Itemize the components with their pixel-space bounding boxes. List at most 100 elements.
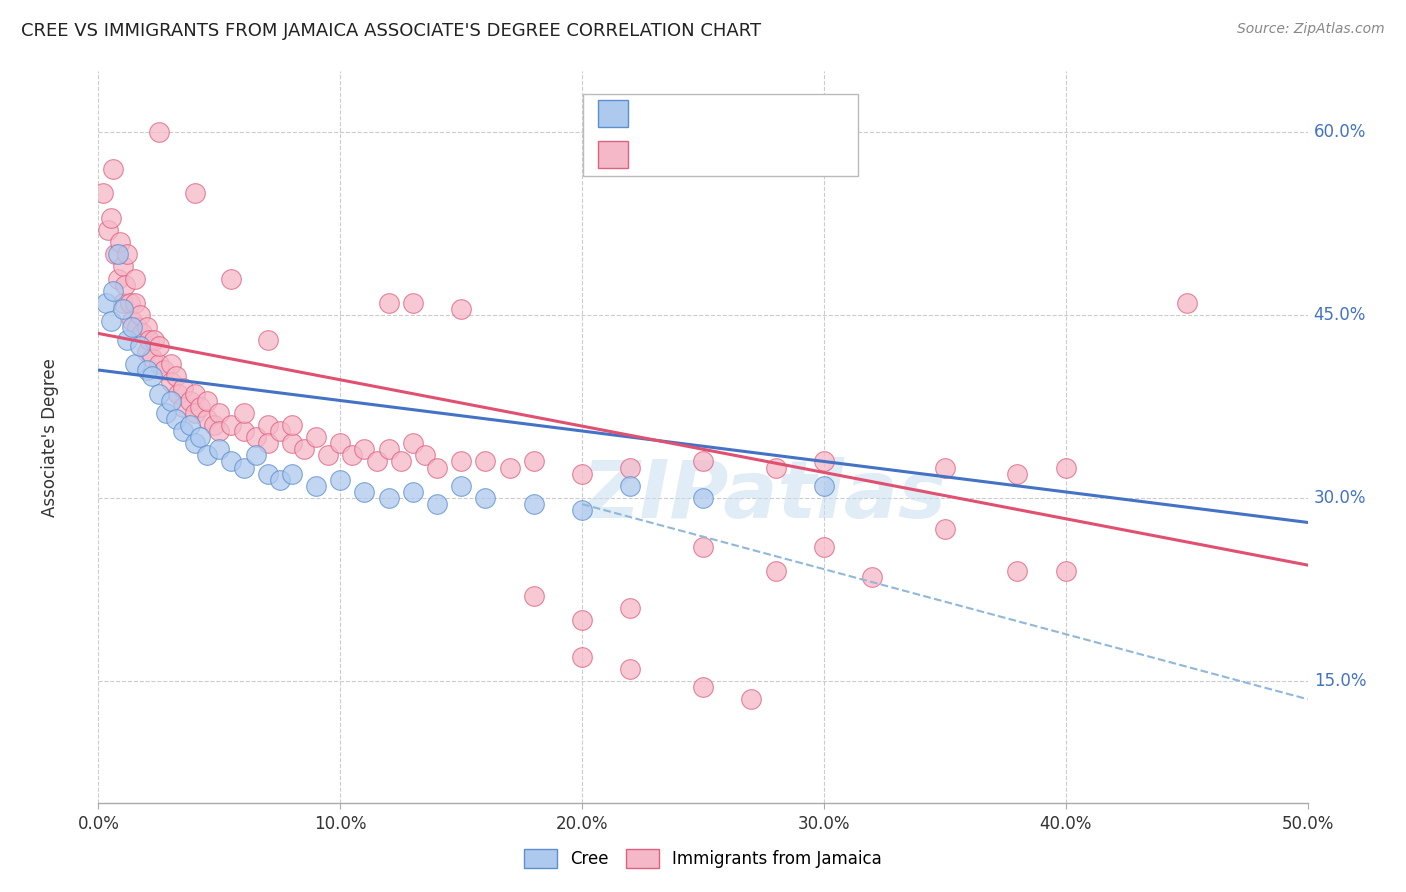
Point xyxy=(108,235,131,249)
Point xyxy=(353,485,375,500)
Point xyxy=(184,406,207,420)
Text: CREE VS IMMIGRANTS FROM JAMAICA ASSOCIATE'S DEGREE CORRELATION CHART: CREE VS IMMIGRANTS FROM JAMAICA ASSOCIAT… xyxy=(21,22,761,40)
Point xyxy=(111,260,134,274)
Point xyxy=(281,467,304,481)
Text: Source: ZipAtlas.com: Source: ZipAtlas.com xyxy=(1237,22,1385,37)
Point xyxy=(117,247,139,261)
Point xyxy=(426,460,449,475)
Point xyxy=(934,521,956,535)
Point xyxy=(1007,564,1029,578)
Point xyxy=(860,570,883,584)
Point xyxy=(232,460,254,475)
Point xyxy=(124,271,146,285)
Point xyxy=(148,387,170,401)
Point xyxy=(141,351,163,365)
Point xyxy=(692,454,714,468)
Point xyxy=(160,375,183,389)
Point xyxy=(281,417,304,432)
Point xyxy=(111,296,134,310)
Text: 45.0%: 45.0% xyxy=(1313,306,1367,324)
Point xyxy=(107,247,129,261)
Point xyxy=(101,284,124,298)
Point xyxy=(813,479,835,493)
Point xyxy=(765,460,787,475)
Point xyxy=(188,430,211,444)
Point xyxy=(1007,467,1029,481)
Point xyxy=(426,497,449,511)
Point xyxy=(152,363,174,377)
Point xyxy=(329,473,352,487)
Point xyxy=(195,393,218,408)
Point xyxy=(1175,296,1198,310)
Point xyxy=(571,613,593,627)
Point xyxy=(135,363,157,377)
Point xyxy=(1054,460,1077,475)
Point xyxy=(138,333,160,347)
Point xyxy=(148,357,170,371)
Point xyxy=(305,430,328,444)
Point xyxy=(179,417,201,432)
Point xyxy=(232,424,254,438)
Point xyxy=(256,436,278,450)
Point xyxy=(523,454,546,468)
Point xyxy=(571,503,593,517)
Point xyxy=(172,381,194,395)
Point xyxy=(269,424,291,438)
Point xyxy=(692,540,714,554)
Point xyxy=(97,223,120,237)
Text: 15.0%: 15.0% xyxy=(1313,672,1367,690)
Point xyxy=(256,417,278,432)
Point xyxy=(269,473,291,487)
Point xyxy=(91,186,114,201)
Point xyxy=(474,491,496,505)
Text: 60.0%: 60.0% xyxy=(1313,123,1367,141)
Point xyxy=(167,387,190,401)
Point xyxy=(619,600,641,615)
Point xyxy=(692,491,714,505)
Point xyxy=(692,680,714,694)
Point xyxy=(413,448,436,462)
Point xyxy=(179,393,201,408)
Point xyxy=(143,333,166,347)
Point xyxy=(571,467,593,481)
Point xyxy=(474,454,496,468)
Point xyxy=(221,271,243,285)
Point xyxy=(813,540,835,554)
Point xyxy=(94,296,117,310)
Point xyxy=(571,649,593,664)
Point xyxy=(107,271,129,285)
Point xyxy=(245,430,267,444)
Point xyxy=(165,412,187,426)
Point xyxy=(342,448,364,462)
Text: ZIPatlas: ZIPatlas xyxy=(581,457,946,534)
Point xyxy=(208,424,231,438)
Point xyxy=(131,326,153,341)
Point xyxy=(114,277,136,292)
Point xyxy=(402,296,425,310)
Text: 30.0%: 30.0% xyxy=(1313,489,1367,507)
Point xyxy=(523,589,546,603)
Point xyxy=(256,333,278,347)
Point xyxy=(619,662,641,676)
Point xyxy=(256,467,278,481)
Point xyxy=(204,417,226,432)
Point xyxy=(160,393,183,408)
Point xyxy=(160,357,183,371)
Point xyxy=(377,296,399,310)
Point xyxy=(402,436,425,450)
Point xyxy=(498,460,520,475)
Point xyxy=(172,424,194,438)
Point xyxy=(245,448,267,462)
Point xyxy=(740,692,762,706)
Point xyxy=(124,357,146,371)
Point xyxy=(450,479,472,493)
Point xyxy=(148,338,170,352)
Point xyxy=(377,491,399,505)
Point xyxy=(619,460,641,475)
Point xyxy=(1054,564,1077,578)
Point xyxy=(305,479,328,493)
Point xyxy=(208,442,231,457)
Point xyxy=(141,369,163,384)
Point xyxy=(121,320,143,334)
Point xyxy=(765,564,787,578)
